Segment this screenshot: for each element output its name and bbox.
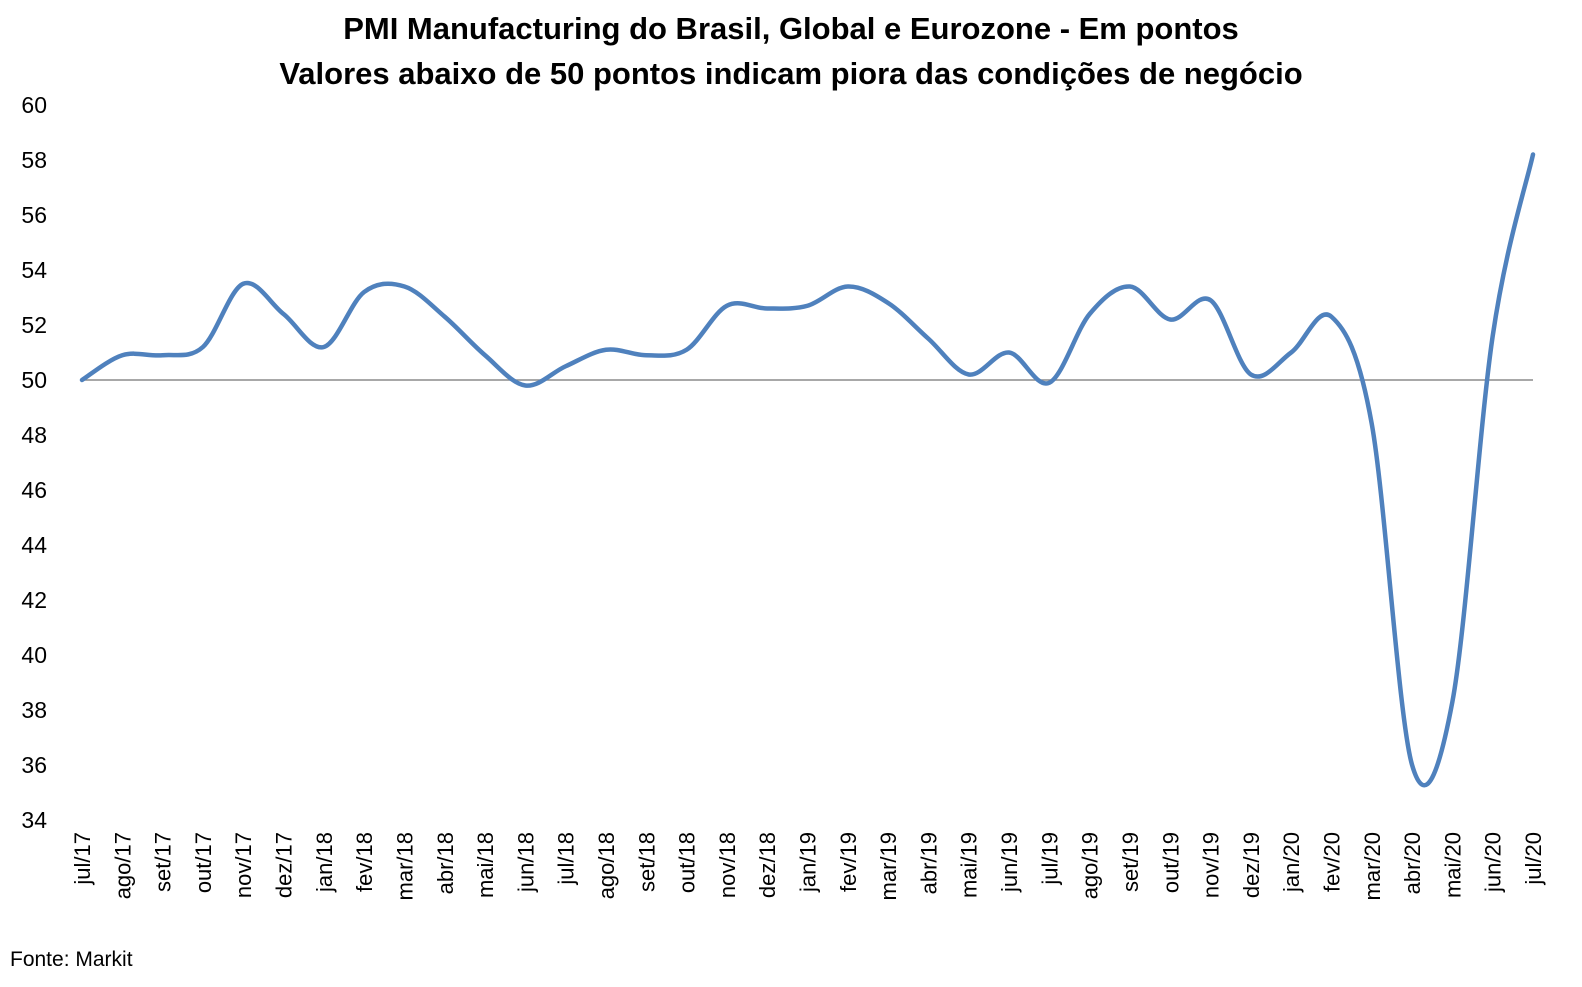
x-tick-label: jun/18: [513, 832, 538, 893]
data-point: [1007, 351, 1011, 355]
y-tick-label: 56: [21, 202, 47, 228]
x-tick-label: set/17: [151, 832, 176, 892]
data-point: [1209, 298, 1213, 302]
x-tick-label: jan/20: [1279, 832, 1304, 893]
x-tick-label: dez/19: [1239, 832, 1264, 898]
data-point: [1329, 315, 1333, 319]
data-point: [241, 282, 245, 286]
x-tick-label: out/19: [1158, 832, 1183, 893]
data-point: [402, 285, 406, 289]
x-tick-label: abr/19: [916, 832, 941, 894]
y-tick-label: 52: [21, 312, 47, 338]
x-tick-label: mar/20: [1360, 832, 1385, 900]
x-tick-label: dez/18: [755, 832, 780, 898]
x-tick-label: fev/18: [352, 832, 377, 892]
y-tick-label: 54: [21, 257, 47, 283]
x-tick-label: set/19: [1118, 832, 1143, 892]
data-point: [1128, 285, 1132, 289]
x-tick-label: jun/19: [997, 832, 1022, 893]
data-point: [604, 348, 608, 352]
data-point: [886, 301, 890, 305]
x-axis: jul/17 ago/17 set/17 out/17 nov/17 dez/17 jan/…: [70, 832, 1546, 900]
y-tick-label: 36: [21, 752, 47, 778]
x-tick-label: jul/19: [1037, 832, 1062, 886]
data-point: [1531, 153, 1535, 157]
data-point: [685, 348, 689, 352]
data-point: [1491, 334, 1495, 338]
series-line-pmi: [79, 152, 1536, 788]
data-point: [1088, 312, 1092, 316]
y-tick-label: 50: [21, 367, 47, 393]
x-tick-label: fev/19: [836, 832, 861, 892]
y-axis: 34 36 38 40 42 44 46 48 50 52 54 56 58 60: [21, 92, 47, 833]
data-point: [644, 353, 648, 357]
data-point: [1047, 381, 1051, 385]
x-tick-label: ago/18: [594, 832, 619, 899]
x-tick-label: out/17: [191, 832, 216, 893]
data-point: [765, 307, 769, 311]
x-tick-label: jul/17: [70, 832, 95, 886]
y-tick-label: 42: [21, 587, 47, 613]
data-point: [80, 378, 84, 382]
data-point: [443, 315, 447, 319]
x-tick-label: nov/18: [715, 832, 740, 898]
data-point: [564, 364, 568, 368]
data-point: [120, 353, 124, 357]
data-point: [806, 304, 810, 308]
source-note: Fonte: Markit: [10, 948, 133, 971]
x-tick-label: abr/20: [1400, 832, 1425, 894]
y-tick-label: 34: [21, 807, 47, 833]
data-point: [926, 337, 930, 341]
x-tick-label: set/18: [634, 832, 659, 892]
x-tick-label: nov/19: [1199, 832, 1224, 898]
y-tick-label: 38: [21, 697, 47, 723]
x-tick-label: jun/20: [1481, 832, 1506, 893]
x-tick-label: ago/17: [110, 832, 135, 899]
data-point: [1168, 318, 1172, 322]
data-point: [483, 353, 487, 357]
data-point: [523, 384, 527, 388]
x-tick-label: mai/20: [1440, 832, 1465, 898]
y-tick-label: 40: [21, 642, 47, 668]
data-point: [1450, 700, 1454, 704]
y-tick-label: 58: [21, 147, 47, 173]
x-tick-label: nov/17: [231, 832, 256, 898]
x-tick-label: abr/18: [433, 832, 458, 894]
data-point: [1370, 422, 1374, 426]
x-tick-label: fev/20: [1319, 832, 1344, 892]
x-tick-label: jul/18: [554, 832, 579, 886]
x-tick-label: jul/20: [1521, 832, 1546, 886]
data-point: [161, 353, 165, 357]
series-group: [79, 152, 1536, 788]
data-point: [1289, 351, 1293, 355]
x-tick-label: mai/19: [957, 832, 982, 898]
data-point: [725, 304, 729, 308]
data-point: [322, 345, 326, 349]
y-tick-label: 60: [21, 92, 47, 118]
x-tick-label: mar/19: [876, 832, 901, 900]
x-tick-label: jan/18: [312, 832, 337, 893]
y-tick-label: 44: [21, 532, 47, 558]
chart-title-line1: PMI Manufacturing do Brasil, Global e Eu…: [343, 11, 1239, 46]
x-tick-label: mar/18: [392, 832, 417, 900]
data-point: [967, 373, 971, 377]
data-point: [846, 285, 850, 289]
y-tick-label: 48: [21, 422, 47, 448]
data-point: [201, 345, 205, 349]
data-point: [282, 312, 286, 316]
y-tick-label: 46: [21, 477, 47, 503]
data-point: [1249, 373, 1253, 377]
x-tick-label: dez/17: [272, 832, 297, 898]
data-point: [1410, 763, 1414, 767]
x-tick-label: ago/19: [1078, 832, 1103, 899]
chart-title-line2: Valores abaixo de 50 pontos indicam pior…: [279, 56, 1303, 91]
data-point: [362, 290, 366, 294]
x-tick-label: jan/19: [796, 832, 821, 893]
x-tick-label: mai/18: [473, 832, 498, 898]
x-tick-label: out/18: [675, 832, 700, 893]
